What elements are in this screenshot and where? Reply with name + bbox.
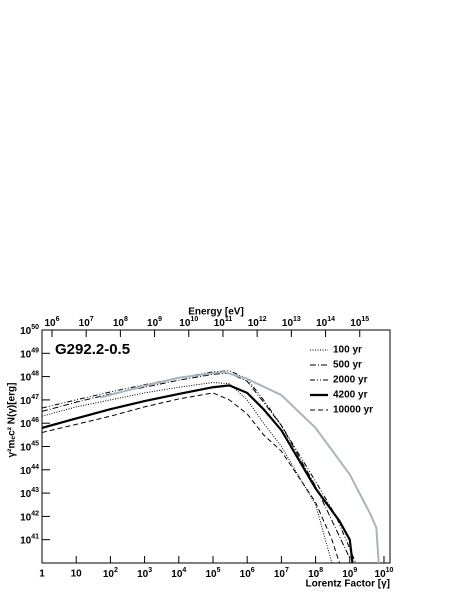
y-axis-label: γ²mₑc² N(γ)[erg] — [7, 383, 18, 458]
series-line — [42, 392, 340, 563]
x-tick-label: 1 — [39, 569, 45, 580]
x-tick-label: 106 — [240, 567, 255, 580]
x-tick-label: 105 — [205, 567, 220, 580]
x-tick-label: 103 — [137, 567, 152, 580]
y-tick-label: 1046 — [20, 417, 39, 430]
y-tick-label: 1048 — [20, 370, 39, 383]
x2-tick-label: 106 — [44, 316, 59, 329]
x2-tick-label: 1013 — [282, 316, 301, 329]
x2-tick-label: 1012 — [248, 316, 267, 329]
x2-tick-label: 1015 — [350, 316, 369, 329]
x-tick-label: 108 — [308, 567, 323, 580]
legend-label: 2000 yr — [333, 375, 368, 386]
legend-label: 10000 yr — [333, 405, 373, 416]
x2-axis-label: Energy [eV] — [188, 307, 244, 318]
x2-tick-label: 1014 — [316, 316, 335, 329]
x2-tick-label: 108 — [113, 316, 128, 329]
x2-tick-label: 107 — [79, 316, 94, 329]
x-axis-label: Lorentz Factor [γ] — [306, 579, 390, 590]
y-tick-label: 1047 — [20, 394, 39, 407]
y-tick-label: 1041 — [20, 534, 39, 547]
x-tick-label: 104 — [171, 567, 186, 580]
x2-tick-label: 109 — [147, 316, 162, 329]
y-tick-label: 1042 — [20, 510, 39, 523]
x-tick-label: 1010 — [375, 567, 394, 580]
x-tick-label: 109 — [342, 567, 357, 580]
y-tick-label: 1050 — [20, 324, 39, 337]
series-line — [42, 384, 354, 563]
x-tick-label: 107 — [274, 567, 289, 580]
x-tick-label: 102 — [103, 567, 118, 580]
x-tick-label: 10 — [71, 569, 83, 580]
series-line — [99, 370, 380, 563]
legend-label: 4200 yr — [333, 390, 368, 401]
y-tick-label: 1044 — [20, 464, 39, 477]
x2-tick-label: 1010 — [179, 316, 198, 329]
series-line — [42, 381, 333, 563]
legend-label: 500 yr — [333, 360, 362, 371]
y-tick-label: 1043 — [20, 487, 39, 500]
y-tick-label: 1045 — [20, 440, 39, 453]
annotation: G292.2-0.5 — [55, 341, 130, 358]
legend-label: 100 yr — [333, 345, 362, 356]
plot-lines — [42, 370, 380, 563]
series-line — [42, 372, 351, 559]
x2-tick-label: 1011 — [214, 316, 233, 329]
y-tick-label: 1049 — [20, 347, 39, 360]
